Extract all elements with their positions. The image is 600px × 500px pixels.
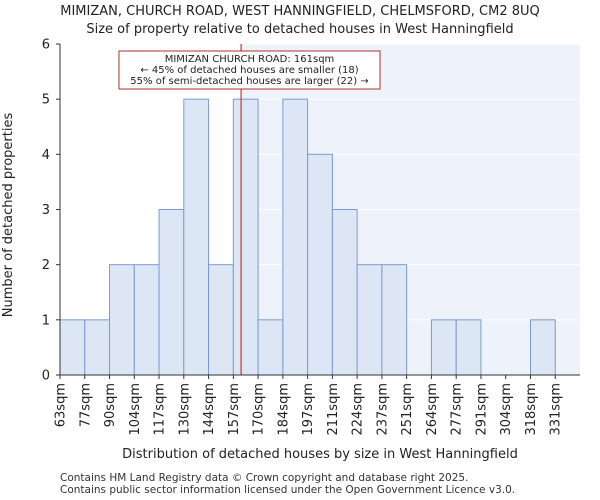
x-tick-label: 318sqm [524, 383, 539, 436]
histogram-bar [381, 264, 408, 376]
annotation-line3: 55% of semi-detached houses are larger (… [130, 76, 368, 87]
footer: Contains HM Land Registry data © Crown c… [60, 472, 515, 496]
x-tick-label: 304sqm [499, 383, 514, 436]
x-tick-label: 197sqm [301, 383, 316, 436]
histogram-bar [183, 98, 210, 376]
x-tick-label: 157sqm [227, 383, 242, 436]
annotation-line1: MIMIZAN CHURCH ROAD: 161sqm [165, 54, 335, 65]
histogram-bar [208, 264, 234, 376]
annotation-line2: ← 45% of detached houses are smaller (18… [140, 65, 358, 76]
y-tick-label: 4 [42, 148, 50, 163]
y-tick-label: 2 [42, 258, 50, 273]
footer-line2: Contains public sector information licen… [60, 484, 516, 496]
x-tick-label: 291sqm [474, 383, 489, 436]
y-tick-label: 3 [42, 203, 50, 218]
x-axis-label: Distribution of detached houses by size … [122, 447, 518, 462]
histogram-bar [282, 98, 309, 376]
histogram-chart: MIMIZAN CHURCH ROAD: 161sqm ← 45% of det… [1, 38, 580, 462]
x-tick-label: 170sqm [252, 383, 267, 436]
histogram-bar [158, 209, 185, 376]
x-tick-label: 211sqm [326, 383, 341, 436]
x-tick-label: 264sqm [425, 383, 440, 436]
histogram-bar [356, 264, 383, 376]
histogram-bar [59, 319, 86, 376]
x-tick-label: 251sqm [400, 383, 415, 436]
x-tick-label: 237sqm [375, 383, 390, 436]
histogram-bar [232, 98, 259, 376]
x-tick-label: 77sqm [78, 383, 93, 427]
y-tick-label: 6 [42, 38, 50, 53]
histogram-bar [109, 264, 135, 376]
y-tick-label: 1 [42, 313, 50, 328]
x-tick-label: 104sqm [128, 383, 143, 436]
x-tick-label: 184sqm [276, 383, 291, 436]
y-tick-label: 0 [42, 369, 50, 384]
x-tick-label: 90sqm [103, 383, 118, 427]
histogram-bar [133, 264, 160, 376]
histogram-bar [455, 319, 482, 376]
histogram-bar [307, 153, 333, 376]
histogram-bar [529, 319, 556, 376]
histogram-bar [257, 319, 284, 376]
footer-line1: Contains HM Land Registry data © Crown c… [60, 472, 469, 484]
chart-title-line2: Size of property relative to detached ho… [86, 22, 514, 37]
y-axis-label: Number of detached properties [1, 113, 16, 318]
histogram-bar [84, 319, 111, 376]
annotation-box: MIMIZAN CHURCH ROAD: 161sqm ← 45% of det… [118, 50, 381, 90]
x-tick-label: 63sqm [54, 383, 69, 427]
x-tick-label: 144sqm [202, 383, 217, 436]
x-tick-label: 277sqm [450, 383, 465, 436]
histogram-bar [430, 319, 457, 376]
chart-title: MIMIZAN, CHURCH ROAD, WEST HANNINGFIELD,… [0, 3, 600, 39]
chart-title-line1: MIMIZAN, CHURCH ROAD, WEST HANNINGFIELD,… [60, 4, 540, 19]
x-tick-label: 331sqm [549, 383, 564, 436]
x-tick-label: 130sqm [177, 383, 192, 436]
y-tick-label: 5 [42, 93, 50, 108]
histogram-bar [331, 209, 358, 376]
x-tick-label: 117sqm [153, 383, 168, 436]
x-tick-label: 224sqm [351, 383, 366, 436]
